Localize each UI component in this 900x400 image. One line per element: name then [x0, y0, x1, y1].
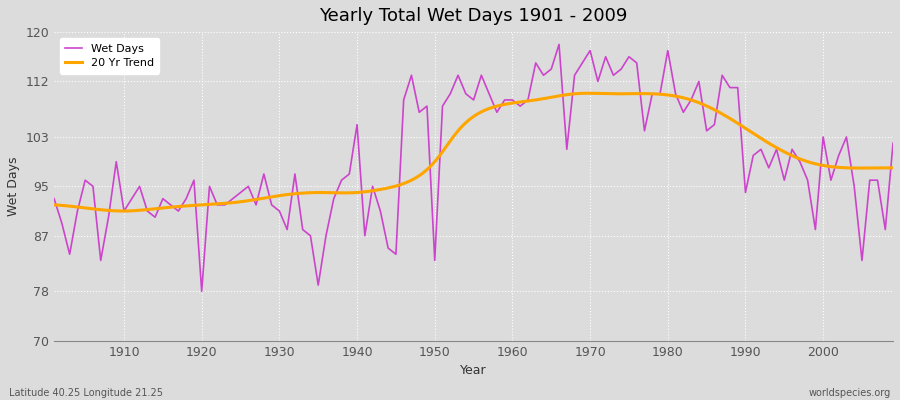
- Wet Days: [49, 196, 59, 201]
- Title: Yearly Total Wet Days 1901 - 2009: Yearly Total Wet Days 1901 - 2009: [320, 7, 628, 25]
- Line: Wet Days: Wet Days: [54, 44, 893, 291]
- 20 Yr Trend: [118, 209, 129, 214]
- Wet Days: [554, 42, 564, 47]
- 20 Yr Trend: [454, 127, 464, 132]
- Text: Latitude 40.25 Longitude 21.25: Latitude 40.25 Longitude 21.25: [9, 388, 163, 398]
- Line: 20 Yr Trend: 20 Yr Trend: [54, 93, 893, 211]
- 20 Yr Trend: [449, 133, 460, 138]
- Text: worldspecies.org: worldspecies.org: [809, 388, 891, 398]
- 20 Yr Trend: [550, 94, 561, 99]
- Wet Days: [290, 172, 301, 176]
- Wet Days: [336, 178, 346, 182]
- 20 Yr Trend: [887, 166, 898, 170]
- 20 Yr Trend: [740, 126, 751, 130]
- Wet Days: [111, 159, 122, 164]
- Y-axis label: Wet Days: Wet Days: [7, 156, 20, 216]
- Wet Days: [887, 141, 898, 146]
- 20 Yr Trend: [49, 202, 59, 207]
- Wet Days: [616, 67, 626, 72]
- X-axis label: Year: Year: [460, 364, 487, 377]
- 20 Yr Trend: [871, 166, 882, 170]
- 20 Yr Trend: [504, 101, 515, 106]
- Wet Days: [515, 104, 526, 108]
- Legend: Wet Days, 20 Yr Trend: Wet Days, 20 Yr Trend: [59, 38, 159, 74]
- 20 Yr Trend: [583, 91, 594, 96]
- Wet Days: [196, 289, 207, 294]
- Wet Days: [507, 98, 517, 102]
